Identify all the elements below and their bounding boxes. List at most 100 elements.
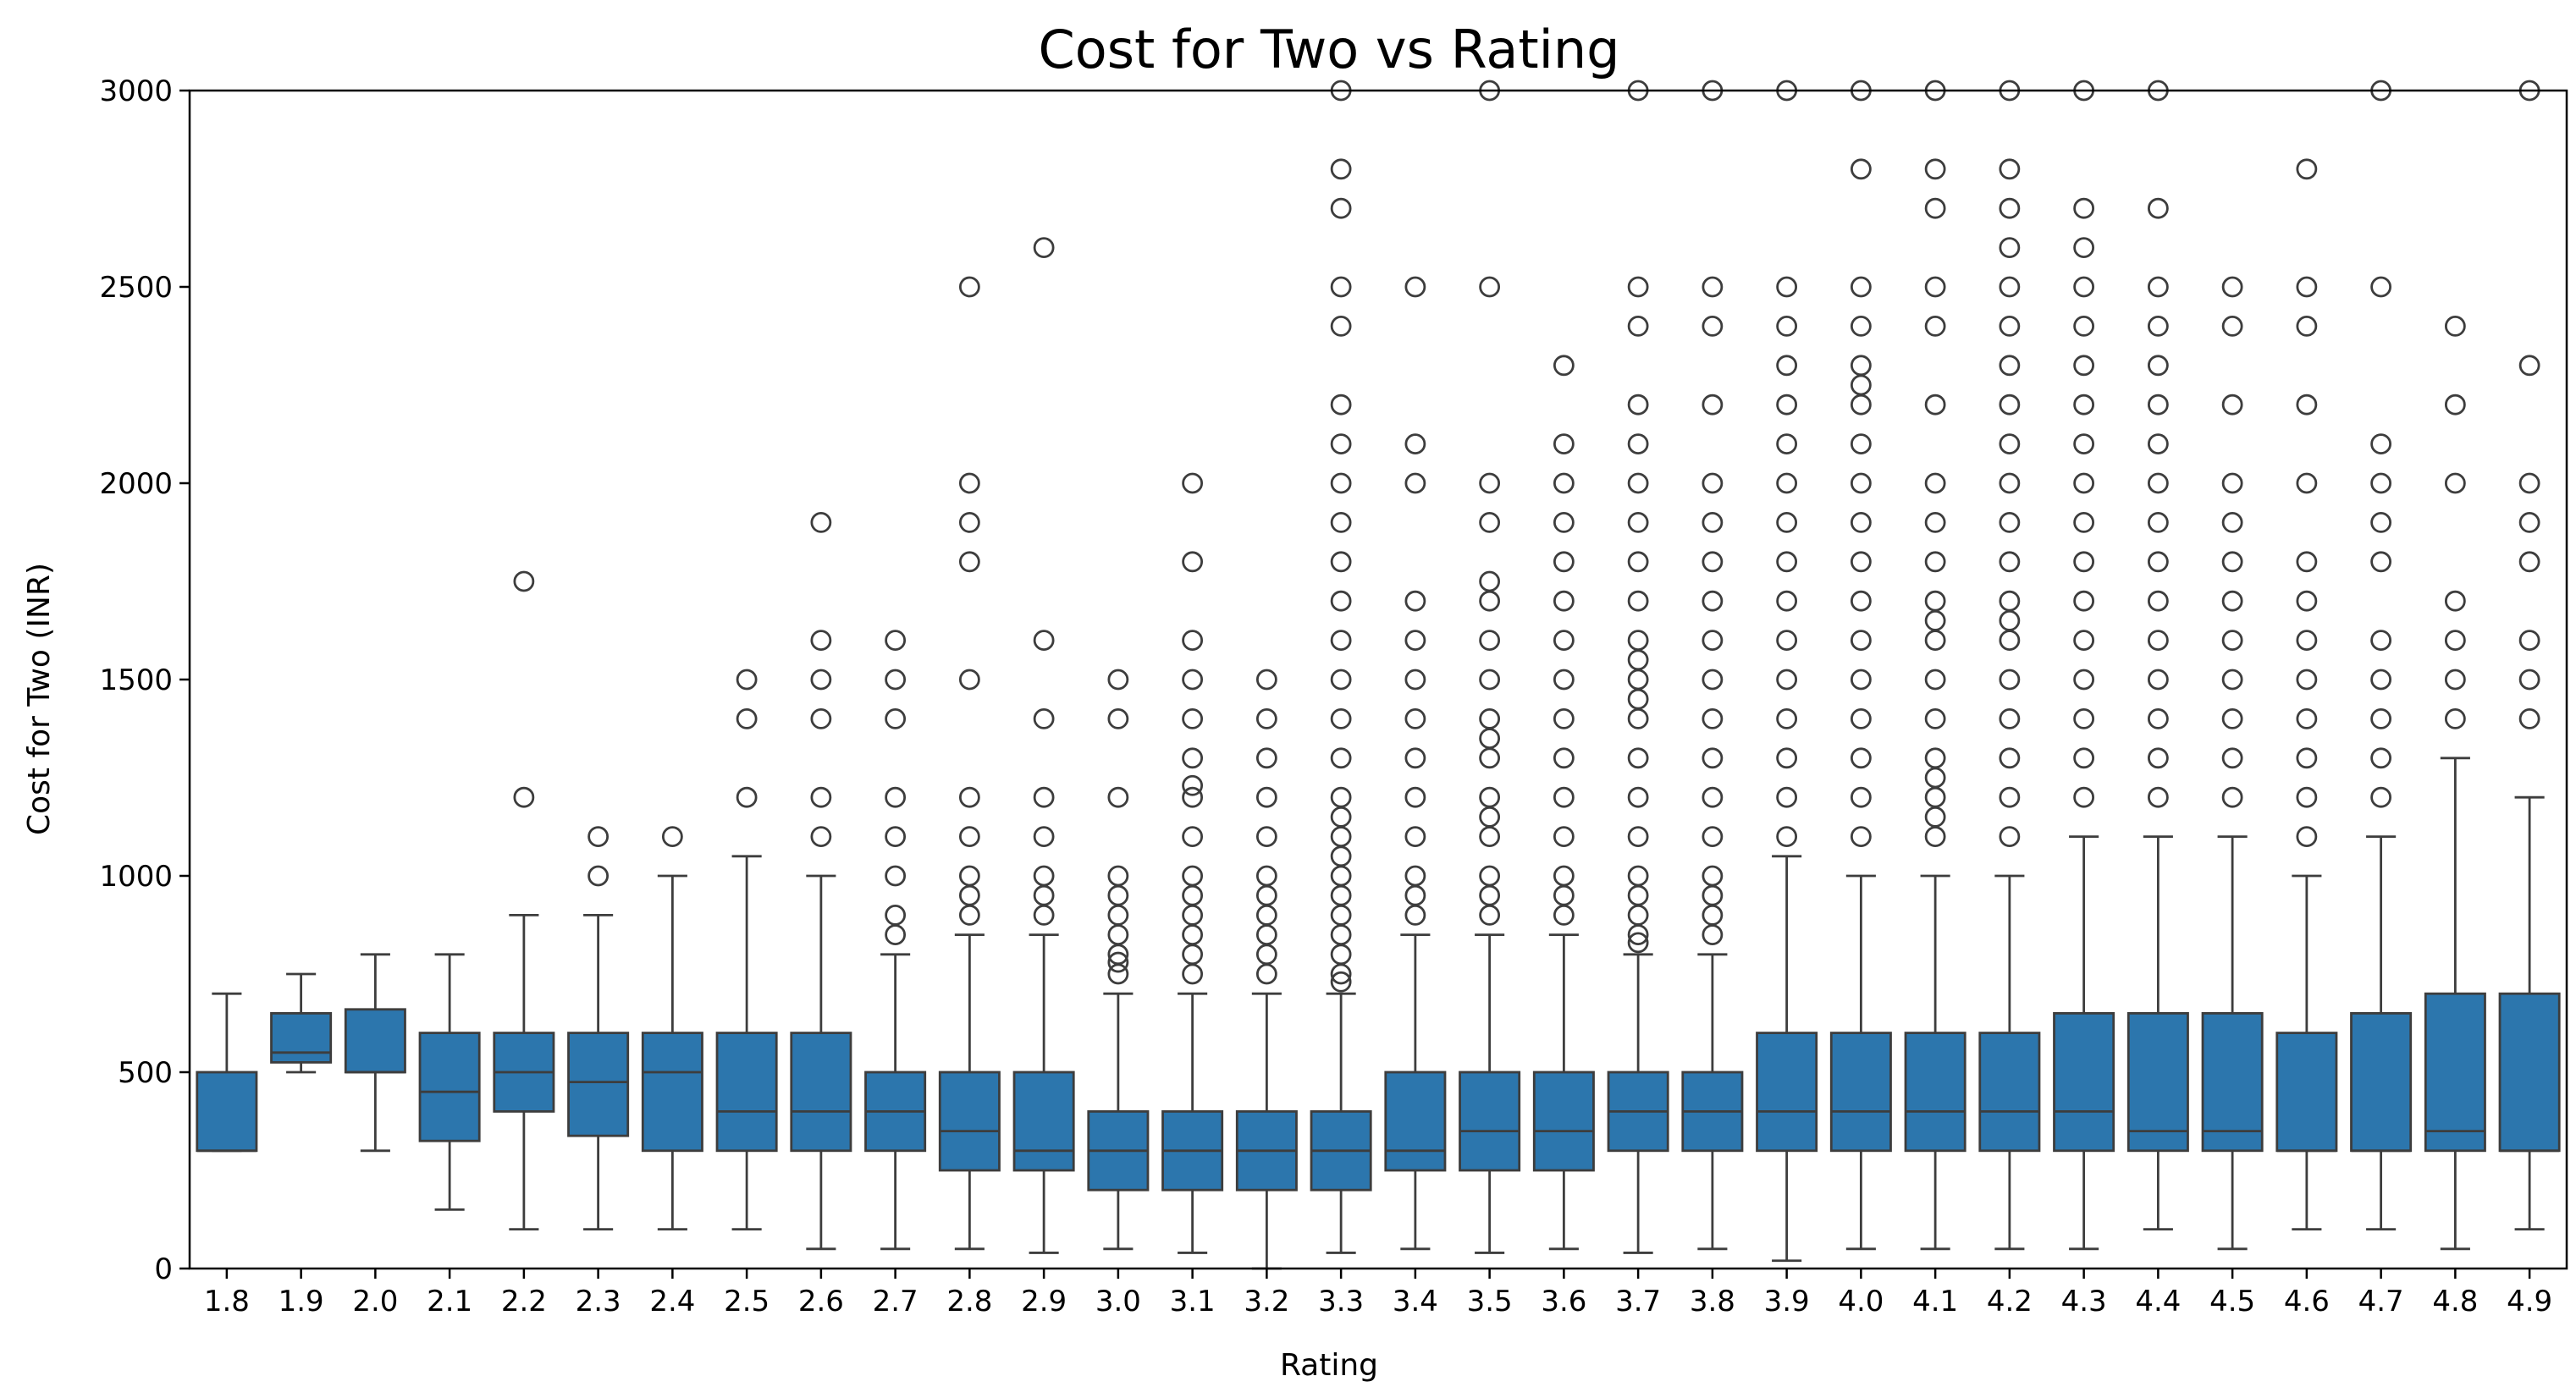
outlier-point: [1182, 669, 1204, 691]
outlier-point: [1627, 551, 1649, 573]
outlier-point: [2221, 315, 2243, 337]
outlier-point: [1553, 884, 1575, 906]
box-group-3.8: [1681, 80, 1744, 1251]
x-tick-label: 2.7: [873, 1285, 918, 1318]
outlier-point: [2296, 551, 2318, 573]
x-tick-label: 2.8: [946, 1285, 992, 1318]
x-tick-label: 3.7: [1615, 1285, 1661, 1318]
x-tick-label: 4.3: [2061, 1285, 2107, 1318]
outlier-point: [1702, 315, 1724, 337]
outlier-point: [1033, 865, 1055, 887]
outlier-point: [958, 865, 980, 887]
outlier-point: [1924, 276, 1946, 298]
outlier-point: [1999, 669, 2021, 691]
outlier-point: [1553, 905, 1575, 926]
box-group-4.3: [2053, 80, 2115, 1251]
outlier-point: [1182, 786, 1204, 808]
outlier-point: [1479, 630, 1501, 651]
outlier-point: [736, 669, 758, 691]
outlier-point: [1479, 865, 1501, 887]
outlier-point: [587, 865, 610, 887]
outlier-point: [1107, 951, 1129, 973]
outlier-point: [2073, 394, 2095, 416]
outlier-point: [2073, 355, 2095, 377]
outlier-point: [1404, 865, 1426, 887]
outlier-point: [1479, 905, 1501, 926]
outlier-point: [1702, 669, 1724, 691]
outlier-point: [1776, 630, 1798, 651]
box-group-2.3: [567, 826, 630, 1230]
outlier-point: [1999, 708, 2021, 729]
outlier-point: [1553, 669, 1575, 691]
outlier-point: [1479, 708, 1501, 729]
outlier-point: [1924, 472, 1946, 494]
outlier-point: [1182, 944, 1204, 966]
outlier-point: [1999, 512, 2021, 533]
outlier-point: [2296, 669, 2318, 691]
outlier-point: [1702, 905, 1724, 926]
outlier-point: [1553, 551, 1575, 573]
outlier-point: [1776, 512, 1798, 533]
outlier-point: [1999, 276, 2021, 298]
outlier-point: [2444, 708, 2466, 729]
outlier-point: [1702, 276, 1724, 298]
outlier-point: [1330, 924, 1352, 945]
outlier-point: [885, 786, 907, 808]
outlier-point: [2147, 747, 2169, 769]
outlier-point: [1924, 394, 1946, 416]
outlier-point: [1479, 806, 1501, 828]
outlier-point: [2073, 276, 2095, 298]
x-tick-label: 3.1: [1170, 1285, 1216, 1318]
outlier-point: [1479, 786, 1501, 808]
outlier-point: [1627, 394, 1649, 416]
box-group-3.5: [1459, 80, 1521, 1254]
outlier-point: [1182, 630, 1204, 651]
x-tick-label: 2.5: [724, 1285, 769, 1318]
outlier-point: [1553, 708, 1575, 729]
outlier-point: [2073, 472, 2095, 494]
outlier-point: [1479, 728, 1501, 749]
outlier-point: [2147, 276, 2169, 298]
outlier-point: [1924, 590, 1946, 612]
outlier-point: [1404, 433, 1426, 454]
box-group-4.8: [2424, 315, 2486, 1251]
outlier-point: [1330, 551, 1352, 573]
iqr-box: [2126, 1012, 2189, 1153]
iqr-box: [567, 1032, 630, 1137]
outlier-point: [1924, 630, 1946, 651]
outlier-point: [2296, 276, 2318, 298]
outlier-point: [1924, 786, 1946, 808]
outlier-point: [1627, 786, 1649, 808]
outlier-point: [1850, 630, 1872, 651]
iqr-box: [2424, 992, 2486, 1153]
outlier-point: [958, 669, 980, 691]
outlier-point: [958, 905, 980, 926]
outlier-point: [1182, 963, 1204, 985]
outlier-point: [1033, 708, 1055, 729]
iqr-box: [1978, 1032, 2041, 1153]
outlier-point: [810, 669, 832, 691]
outlier-point: [1255, 963, 1277, 985]
box-group-4.6: [2275, 158, 2338, 1230]
outlier-point: [736, 708, 758, 729]
outlier-point: [1107, 924, 1129, 945]
outlier-point: [810, 630, 832, 651]
outlier-point: [2073, 630, 2095, 651]
x-tick-label: 2.0: [352, 1285, 398, 1318]
outlier-point: [1776, 786, 1798, 808]
iqr-box: [938, 1071, 1001, 1172]
outlier-point: [1107, 669, 1129, 691]
outlier-point: [2296, 590, 2318, 612]
outlier-point: [1479, 884, 1501, 906]
outlier-point: [1404, 884, 1426, 906]
outlier-point: [1627, 865, 1649, 887]
outlier-point: [1330, 276, 1352, 298]
outlier-point: [1553, 433, 1575, 454]
outlier-point: [2296, 315, 2318, 337]
outlier-point: [1182, 905, 1204, 926]
outlier-point: [1033, 237, 1055, 259]
outlier-point: [1182, 865, 1204, 887]
y-axis-label: Cost for Two (INR): [22, 563, 57, 835]
outlier-point: [1627, 708, 1649, 729]
outlier-point: [1776, 669, 1798, 691]
